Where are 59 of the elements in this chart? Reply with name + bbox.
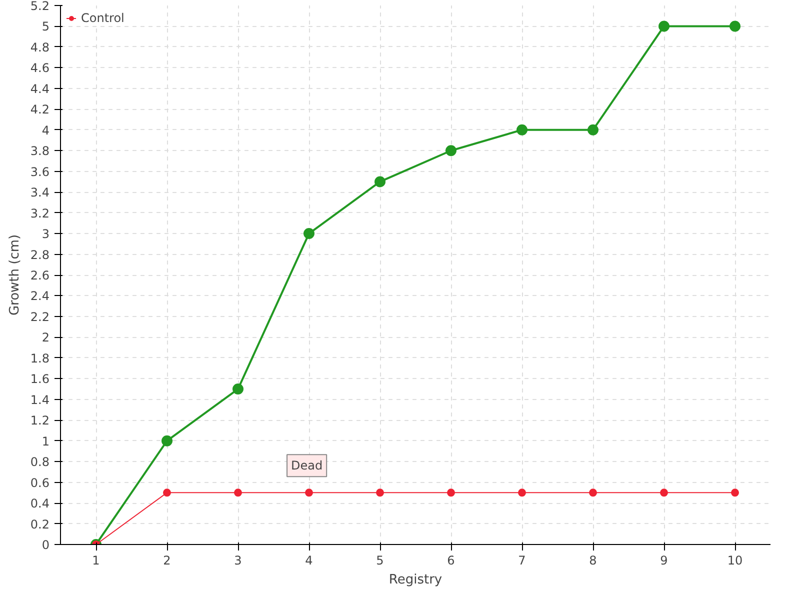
y-tick-label: 4.2 — [30, 102, 50, 117]
x-axis-title: Registry — [388, 572, 442, 588]
y-tick-label: 0 — [42, 538, 50, 552]
point — [447, 488, 455, 497]
y-tick-label: 3.2 — [30, 206, 50, 220]
x-tick-label: 5 — [376, 554, 384, 568]
point — [660, 488, 668, 497]
y-tick-label: 5 — [42, 20, 50, 34]
y-tick-label: 2 — [42, 330, 50, 345]
point — [446, 145, 456, 156]
point — [305, 488, 313, 497]
x-tick-label: 2 — [163, 554, 171, 568]
point — [730, 20, 740, 32]
x-tick-label: 6 — [447, 554, 455, 568]
point — [163, 488, 171, 497]
point — [304, 228, 314, 240]
x-tick-label: 10 — [727, 554, 743, 568]
x-tick-label: 1 — [92, 554, 100, 568]
y-tick-label: 3.8 — [30, 144, 50, 158]
y-axis-title: Growth (cm) — [7, 234, 22, 316]
y-tick-label: 0.4 — [30, 496, 50, 511]
point — [518, 488, 526, 497]
y-tick-label: 0.2 — [30, 517, 50, 532]
point — [589, 488, 597, 497]
y-tick-label: 3.6 — [30, 164, 50, 179]
y-tick-label: 3 — [42, 227, 50, 242]
y-tick-label: 4.8 — [30, 40, 50, 54]
y-tick-label: 1.4 — [30, 392, 50, 407]
point — [234, 488, 242, 497]
y-tick-label: 1 — [42, 434, 50, 448]
x-tick-label: 8 — [589, 554, 597, 568]
y-tick-label: 5.2 — [30, 0, 50, 13]
y-tick-label: 4.6 — [30, 61, 50, 76]
y-tick-label: 2.4 — [30, 289, 50, 304]
y-tick-label: 4.4 — [30, 82, 50, 96]
x-tick-label: 7 — [518, 554, 526, 568]
y-tick-label: 2.8 — [30, 248, 50, 262]
annotation: Dead — [291, 458, 323, 473]
y-tick-label: 2.6 — [30, 268, 50, 282]
point — [588, 124, 598, 136]
y-tick-label: 1.6 — [30, 372, 50, 386]
legend-label: Control — [81, 11, 124, 25]
y-tick-label: 0.8 — [30, 455, 50, 470]
point — [731, 488, 739, 497]
x-tick-label: 4 — [305, 554, 313, 568]
point — [376, 488, 384, 497]
point — [162, 435, 172, 446]
x-tick-label: 3 — [234, 554, 242, 568]
x-tick-label: 9 — [660, 554, 668, 568]
point — [232, 384, 244, 395]
y-tick-label: 1.2 — [30, 414, 50, 428]
point — [516, 124, 528, 136]
point — [658, 20, 670, 32]
y-tick-label: 3.4 — [30, 186, 50, 200]
y-tick-label: 2.2 — [30, 310, 50, 324]
y-tick-label: 1.8 — [30, 351, 50, 366]
y-tick-label: 0.6 — [30, 476, 50, 490]
point — [374, 176, 386, 188]
y-tick-label: 4 — [42, 123, 50, 138]
